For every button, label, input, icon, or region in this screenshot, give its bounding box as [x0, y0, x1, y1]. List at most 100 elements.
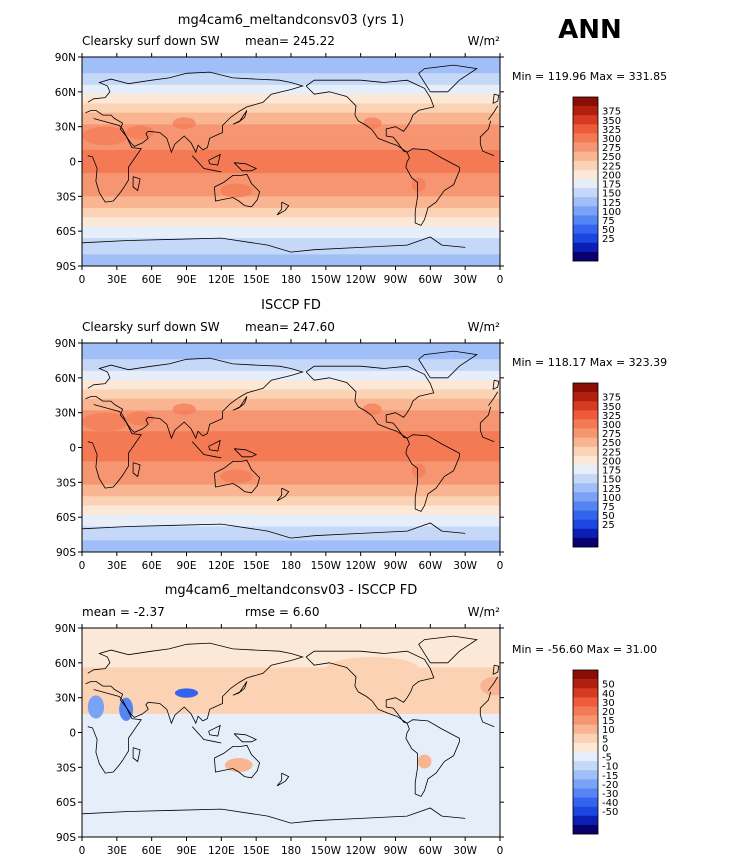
lat-label: 30N — [55, 408, 76, 420]
panel-3-minmax: Min = -56.60 Max = 31.00 — [512, 643, 657, 656]
map-band — [82, 219, 500, 223]
colorbar-label: 50 — [602, 680, 615, 691]
colorbar-swatch — [573, 446, 598, 457]
map-band — [82, 142, 500, 146]
colorbar-swatch — [573, 392, 598, 402]
map-band — [82, 61, 500, 65]
map-band — [82, 751, 500, 754]
coastline — [192, 441, 222, 459]
coastline — [492, 379, 500, 390]
colorbar-label: 125 — [602, 198, 621, 209]
coastline — [132, 176, 141, 192]
map-band — [82, 825, 500, 829]
map-band — [82, 368, 500, 372]
map-band — [82, 394, 500, 398]
colorbar-swatch — [573, 733, 598, 744]
map-band — [82, 361, 500, 365]
map-band — [82, 765, 500, 768]
lon-label: 120W — [345, 845, 376, 857]
map-band — [82, 87, 500, 91]
colorbar-swatch — [573, 428, 598, 438]
colorbar-label: 50 — [602, 511, 615, 522]
map-band — [82, 811, 500, 815]
colorbar-swatch — [573, 455, 598, 466]
map-band — [82, 637, 500, 641]
map-band — [82, 758, 500, 761]
map-band — [82, 133, 500, 137]
map-band — [82, 477, 500, 481]
lon-label: 0 — [79, 274, 86, 286]
map-band — [82, 454, 500, 458]
lon-label: 30W — [453, 845, 477, 857]
map-band — [82, 507, 500, 511]
panel-1: mg4cam6_meltandconsv03 (yrs 1) Clearsky … — [55, 13, 667, 286]
colorbar-label: 0 — [602, 743, 608, 754]
map-band — [82, 788, 500, 792]
map-band — [82, 834, 500, 837]
coastline — [82, 522, 466, 539]
lon-label: 120W — [345, 274, 376, 286]
map-band — [82, 396, 500, 400]
map-band — [82, 184, 500, 188]
map-band — [82, 435, 500, 439]
map-band — [82, 138, 500, 142]
map-band — [82, 57, 500, 60]
map-band — [82, 533, 500, 537]
map-band — [82, 161, 500, 165]
lat-label: 30S — [56, 762, 76, 774]
map-band — [82, 521, 500, 525]
map-band — [82, 84, 500, 88]
coastline — [418, 350, 478, 379]
lat-label: 0 — [69, 443, 76, 455]
lat-label: 90N — [55, 52, 76, 64]
map-band — [82, 792, 500, 796]
map-band — [82, 702, 500, 706]
colorbar-swatch — [573, 706, 598, 716]
land-region — [411, 177, 426, 192]
map-band — [82, 517, 500, 521]
colorbar-frame — [572, 382, 599, 548]
map-band — [82, 63, 500, 67]
lon-label: 0 — [497, 560, 504, 572]
map-band — [82, 228, 500, 232]
panel-1-variable: Clearsky surf down SW — [82, 34, 220, 48]
lat-label: 0 — [69, 728, 76, 740]
map-band — [82, 723, 500, 727]
colorbar-label: 250 — [602, 152, 621, 163]
colorbar-label: 75 — [602, 502, 615, 513]
map-band — [82, 711, 500, 715]
map-band — [82, 830, 500, 833]
map-band — [82, 349, 500, 353]
coastline — [192, 155, 222, 173]
map-band — [82, 405, 500, 409]
anomaly-region — [174, 688, 199, 698]
lon-label: 180 — [281, 560, 301, 572]
map-band — [82, 247, 500, 251]
map-band — [82, 762, 500, 766]
colorbar-label: 150 — [602, 189, 621, 200]
lat-label: 90N — [55, 623, 76, 635]
map-band — [82, 496, 500, 500]
coastline — [208, 153, 221, 166]
map-band — [82, 119, 500, 123]
land-region — [172, 403, 196, 415]
lon-label: 0 — [497, 845, 504, 857]
lat-label: 60N — [55, 87, 76, 99]
map-band — [82, 505, 500, 509]
colorbar-swatch — [573, 224, 598, 234]
lat-label: 30S — [56, 191, 76, 203]
colorbar-label: -5 — [602, 753, 612, 764]
map-band — [82, 713, 500, 717]
map-band — [82, 356, 500, 360]
coastline — [305, 365, 435, 439]
map-band — [82, 115, 500, 118]
map-band — [82, 68, 500, 72]
map-band — [82, 217, 500, 221]
map-band — [82, 693, 500, 696]
map-band — [82, 531, 500, 535]
map-band — [82, 370, 500, 374]
coastline — [233, 733, 258, 743]
map-band — [82, 200, 500, 204]
map-band — [82, 662, 500, 666]
